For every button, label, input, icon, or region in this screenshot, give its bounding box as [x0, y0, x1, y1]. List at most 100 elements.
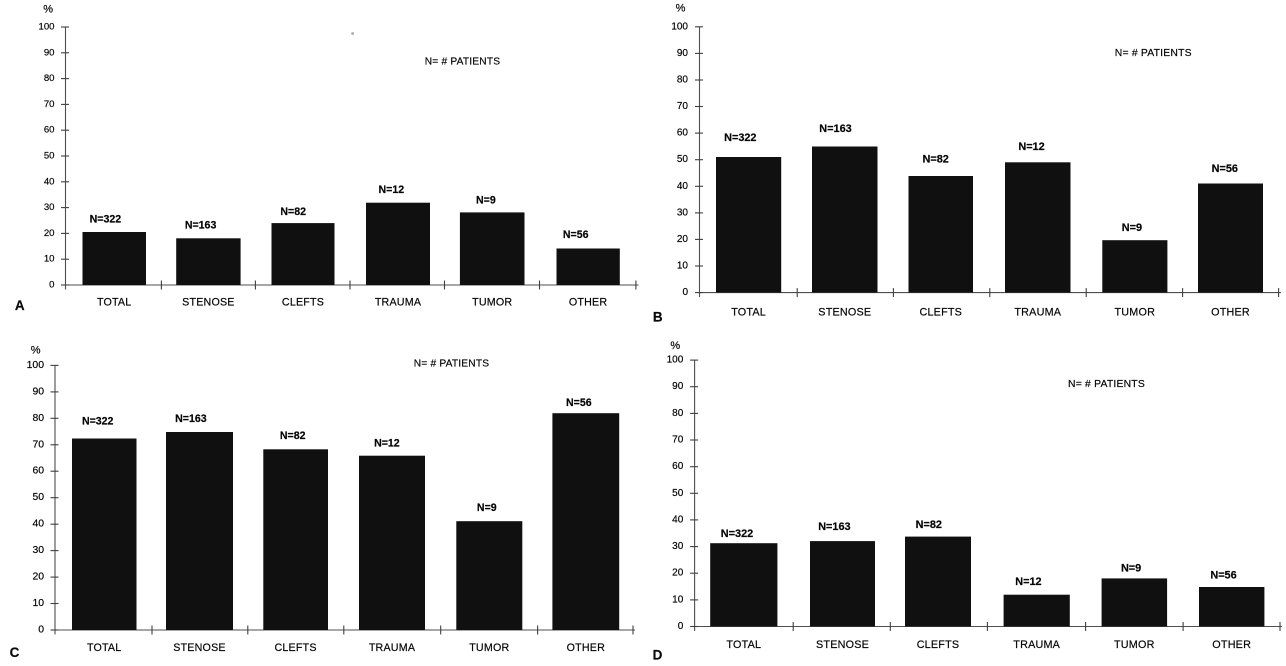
svg-text:20: 20 — [32, 572, 44, 583]
svg-text:N=163: N=163 — [175, 413, 207, 425]
svg-text:50: 50 — [672, 488, 684, 499]
svg-text:N=56: N=56 — [566, 397, 592, 409]
svg-text:N=12: N=12 — [374, 437, 400, 449]
svg-text:100: 100 — [38, 22, 54, 33]
svg-text:N= # PATIENTS: N= # PATIENTS — [414, 359, 490, 370]
svg-text:N=82: N=82 — [916, 519, 942, 531]
svg-text:20: 20 — [44, 228, 55, 239]
svg-text:N=82: N=82 — [280, 206, 306, 218]
svg-text:40: 40 — [672, 514, 684, 525]
svg-text:%: % — [670, 340, 680, 352]
svg-text:0: 0 — [678, 621, 684, 632]
svg-text:C: C — [10, 645, 20, 660]
svg-text:90: 90 — [44, 47, 55, 58]
svg-text:N= # PATIENTS: N= # PATIENTS — [425, 57, 501, 68]
svg-text:OTHER: OTHER — [567, 642, 605, 654]
svg-text:TUMOR: TUMOR — [1115, 306, 1156, 318]
svg-text:N=56: N=56 — [1212, 163, 1238, 175]
svg-text:N=12: N=12 — [1018, 141, 1044, 153]
svg-text:TRAUMA: TRAUMA — [369, 642, 416, 654]
svg-text:TUMOR: TUMOR — [469, 642, 509, 654]
svg-text:90: 90 — [32, 386, 44, 397]
svg-text:90: 90 — [677, 48, 689, 59]
svg-text:100: 100 — [671, 21, 688, 32]
svg-text:STENOSE: STENOSE — [816, 639, 869, 651]
svg-text:0: 0 — [49, 280, 54, 291]
svg-text:40: 40 — [677, 181, 689, 192]
svg-text:N=163: N=163 — [818, 521, 850, 533]
svg-text:%: % — [676, 3, 686, 15]
svg-text:80: 80 — [32, 413, 44, 424]
svg-text:N=82: N=82 — [280, 430, 306, 442]
svg-text:TOTAL: TOTAL — [87, 642, 121, 654]
svg-text:50: 50 — [32, 492, 44, 503]
svg-text:60: 60 — [32, 466, 44, 477]
svg-text:OTHER: OTHER — [1212, 639, 1251, 651]
svg-text:N=82: N=82 — [923, 153, 949, 165]
svg-text:40: 40 — [32, 519, 44, 530]
svg-text:50: 50 — [44, 151, 55, 162]
svg-text:N= # PATIENTS: N= # PATIENTS — [1068, 379, 1145, 390]
svg-text:B: B — [653, 310, 663, 325]
svg-text:N=322: N=322 — [82, 416, 114, 428]
svg-text:TRAUMA: TRAUMA — [1013, 639, 1060, 651]
svg-text:STENOSE: STENOSE — [182, 297, 234, 309]
svg-text:60: 60 — [44, 125, 55, 136]
svg-text:10: 10 — [672, 594, 684, 605]
svg-text:N=322: N=322 — [90, 213, 122, 225]
svg-text:CLEFTS: CLEFTS — [282, 297, 324, 309]
svg-text:OTHER: OTHER — [569, 297, 607, 309]
svg-text:20: 20 — [677, 234, 689, 245]
svg-text:90: 90 — [672, 381, 684, 392]
svg-text:D: D — [653, 648, 663, 662]
svg-text:CLEFTS: CLEFTS — [275, 642, 317, 654]
svg-text:80: 80 — [677, 75, 689, 86]
svg-text:TOTAL: TOTAL — [731, 306, 766, 318]
svg-text:N=9: N=9 — [477, 502, 497, 514]
svg-text:N=12: N=12 — [378, 184, 404, 196]
svg-text:N=322: N=322 — [721, 528, 753, 540]
svg-text:TRAUMA: TRAUMA — [1014, 306, 1061, 318]
svg-text:N=56: N=56 — [563, 229, 589, 241]
svg-text:OTHER: OTHER — [1211, 306, 1250, 318]
svg-text:10: 10 — [677, 261, 689, 272]
svg-text:N=9: N=9 — [1121, 562, 1141, 574]
svg-text:100: 100 — [667, 355, 684, 366]
svg-text:N=163: N=163 — [185, 219, 217, 231]
svg-text:80: 80 — [672, 408, 684, 419]
svg-text:N=9: N=9 — [1122, 222, 1142, 234]
svg-text:80: 80 — [44, 73, 55, 84]
svg-text:30: 30 — [32, 545, 44, 556]
svg-text:N=12: N=12 — [1015, 576, 1041, 588]
svg-text:TUMOR: TUMOR — [1114, 639, 1155, 651]
svg-text:%: % — [31, 344, 41, 356]
svg-text:100: 100 — [27, 360, 45, 371]
svg-text:N=163: N=163 — [819, 123, 851, 135]
svg-text:STENOSE: STENOSE — [818, 306, 871, 318]
svg-text:STENOSE: STENOSE — [173, 642, 225, 654]
svg-text:CLEFTS: CLEFTS — [919, 306, 962, 318]
svg-text:N=9: N=9 — [476, 194, 496, 206]
svg-text:A: A — [15, 298, 25, 313]
svg-text:10: 10 — [32, 598, 44, 609]
svg-text:TOTAL: TOTAL — [726, 639, 761, 651]
svg-text:40: 40 — [44, 176, 55, 187]
svg-text:60: 60 — [677, 128, 689, 139]
svg-text:N=322: N=322 — [724, 132, 756, 144]
svg-text:70: 70 — [677, 101, 689, 112]
svg-text:50: 50 — [677, 154, 689, 165]
svg-text:TOTAL: TOTAL — [97, 297, 131, 309]
svg-text:%: % — [43, 4, 53, 16]
svg-text:30: 30 — [44, 202, 55, 213]
svg-text:30: 30 — [672, 541, 684, 552]
svg-text:N= # PATIENTS: N= # PATIENTS — [1115, 48, 1192, 59]
svg-text:TUMOR: TUMOR — [472, 297, 512, 309]
svg-text:CLEFTS: CLEFTS — [917, 639, 960, 651]
svg-text:70: 70 — [32, 439, 44, 450]
svg-text:10: 10 — [44, 254, 55, 265]
svg-text:N=56: N=56 — [1210, 570, 1236, 582]
svg-text:0: 0 — [682, 287, 688, 298]
svg-text:70: 70 — [44, 99, 55, 110]
svg-text:TRAUMA: TRAUMA — [375, 297, 422, 309]
svg-text:60: 60 — [672, 461, 684, 472]
